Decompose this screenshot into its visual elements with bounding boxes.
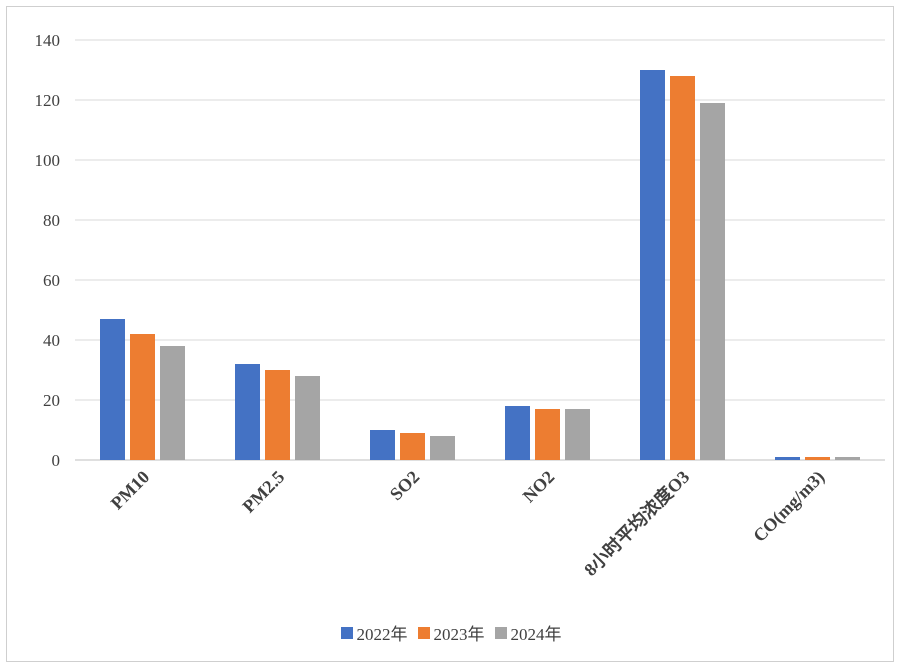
bar <box>400 433 425 460</box>
bar <box>370 430 395 460</box>
legend: 2022年 2023年 2024年 <box>0 620 902 645</box>
legend-label: 2024年 <box>510 625 562 644</box>
legend-item: 2023年 <box>417 620 485 645</box>
bar <box>805 457 830 460</box>
bar <box>670 76 695 460</box>
bar <box>775 457 800 460</box>
legend-swatch <box>417 626 430 639</box>
y-tick-label: 140 <box>35 31 61 50</box>
bar <box>535 409 560 460</box>
bar <box>160 346 185 460</box>
legend-item: 2024年 <box>494 620 562 645</box>
y-tick-label: 80 <box>43 211 60 230</box>
y-tick-label: 0 <box>52 451 61 470</box>
bar <box>100 319 125 460</box>
x-category-label: SO2 <box>386 467 423 504</box>
y-tick-label: 100 <box>35 151 61 170</box>
x-category-label: CO(mg/m3) <box>749 467 829 547</box>
bar <box>700 103 725 460</box>
bar <box>265 370 290 460</box>
x-category-label: 8小时平均浓度O3 <box>579 466 693 580</box>
bar <box>565 409 590 460</box>
bar <box>505 406 530 460</box>
y-tick-label: 120 <box>35 91 61 110</box>
bar <box>430 436 455 460</box>
bar <box>835 457 860 460</box>
x-category-label: PM2.5 <box>238 467 288 517</box>
x-category-label: NO2 <box>519 467 559 507</box>
legend-label: 2023年 <box>433 625 485 644</box>
bar <box>130 334 155 460</box>
legend-swatch <box>340 626 353 639</box>
y-tick-label: 20 <box>43 391 60 410</box>
legend-swatch <box>494 626 507 639</box>
x-category-label: PM10 <box>107 467 154 514</box>
legend-item: 2022年 <box>340 620 408 645</box>
y-tick-label: 60 <box>43 271 60 290</box>
bar <box>295 376 320 460</box>
bar <box>235 364 260 460</box>
y-tick-label: 40 <box>43 331 60 350</box>
bar <box>640 70 665 460</box>
legend-label: 2022年 <box>356 625 408 644</box>
